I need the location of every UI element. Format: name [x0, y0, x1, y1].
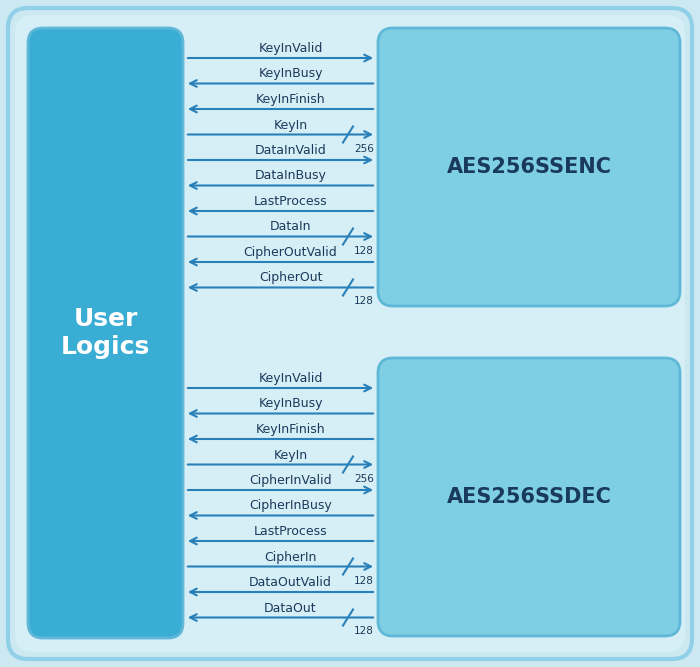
Text: DataOutValid: DataOutValid	[249, 576, 332, 589]
FancyBboxPatch shape	[8, 8, 692, 659]
Text: CipherInValid: CipherInValid	[249, 474, 332, 487]
Text: DataIn: DataIn	[270, 221, 312, 233]
Text: DataInBusy: DataInBusy	[255, 169, 326, 183]
Text: KeyIn: KeyIn	[274, 119, 307, 131]
Text: AES256SSDEC: AES256SSDEC	[447, 487, 611, 507]
Text: LastProcess: LastProcess	[253, 195, 328, 208]
Text: CipherIn: CipherIn	[265, 550, 316, 564]
Text: User
Logics: User Logics	[61, 307, 150, 359]
Text: 256: 256	[354, 143, 374, 153]
Text: 128: 128	[354, 576, 374, 586]
Text: 128: 128	[354, 626, 374, 636]
Text: 256: 256	[354, 474, 374, 484]
Text: DataOut: DataOut	[264, 602, 317, 614]
FancyBboxPatch shape	[378, 358, 680, 636]
Text: CipherOut: CipherOut	[259, 271, 322, 285]
Text: AES256SSENC: AES256SSENC	[447, 157, 612, 177]
Text: 128: 128	[354, 245, 374, 255]
Text: KeyInBusy: KeyInBusy	[258, 398, 323, 410]
Text: DataInValid: DataInValid	[255, 144, 326, 157]
Text: KeyInFinish: KeyInFinish	[256, 93, 326, 106]
Text: KeyInValid: KeyInValid	[258, 42, 323, 55]
Text: CipherInBusy: CipherInBusy	[249, 500, 332, 512]
Text: KeyInValid: KeyInValid	[258, 372, 323, 385]
Text: 128: 128	[354, 297, 374, 307]
Text: KeyIn: KeyIn	[274, 448, 307, 462]
FancyBboxPatch shape	[378, 28, 680, 306]
Text: LastProcess: LastProcess	[253, 525, 328, 538]
FancyBboxPatch shape	[28, 28, 183, 638]
FancyBboxPatch shape	[15, 15, 685, 652]
Text: KeyInFinish: KeyInFinish	[256, 423, 326, 436]
Text: CipherOutValid: CipherOutValid	[244, 246, 337, 259]
Text: KeyInBusy: KeyInBusy	[258, 67, 323, 81]
